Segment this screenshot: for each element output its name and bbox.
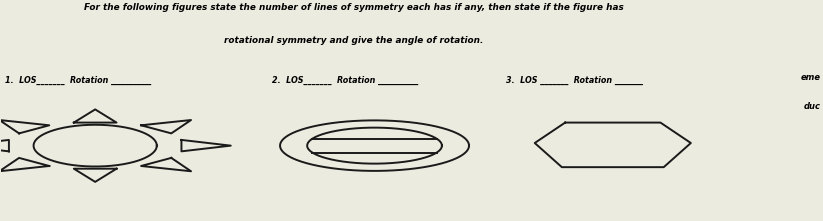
Text: 2.  LOS_______  Rotation __________: 2. LOS_______ Rotation __________ [272,75,418,84]
Text: eme: eme [801,73,821,82]
Text: For the following figures state the number of lines of symmetry each has if any,: For the following figures state the numb… [84,3,624,12]
Text: 1.  LOS_______  Rotation __________: 1. LOS_______ Rotation __________ [5,75,151,84]
Text: 3.  LOS _______  Rotation _______: 3. LOS _______ Rotation _______ [506,75,643,84]
Text: rotational symmetry and give the angle of rotation.: rotational symmetry and give the angle o… [225,36,484,45]
Text: duc: duc [804,102,821,111]
